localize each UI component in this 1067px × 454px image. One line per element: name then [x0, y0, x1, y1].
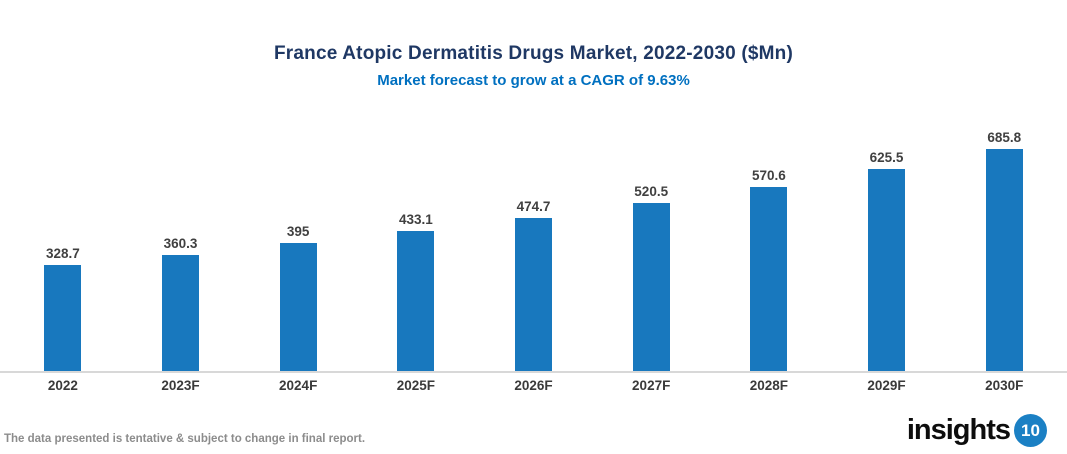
bar	[397, 231, 435, 371]
x-axis-label: 2026F	[514, 378, 553, 393]
x-axis-label: 2029F	[867, 378, 906, 393]
bar-slot: 433.1	[357, 212, 475, 371]
bar	[162, 255, 199, 371]
brand-logo-badge-icon: 10	[1014, 414, 1047, 447]
brand-logo: insights 10	[907, 414, 1047, 447]
bar-value-label: 520.5	[634, 184, 669, 199]
bar	[515, 218, 553, 371]
bar-slot: 360.3	[122, 236, 240, 371]
bar-value-label: 328.7	[45, 246, 80, 261]
bar-slot: 520.5	[592, 184, 710, 371]
x-axis-label: 2023F	[161, 378, 200, 393]
chart-title: France Atopic Dermatitis Drugs Market, 2…	[273, 43, 794, 64]
bar-value-label: 474.7	[516, 199, 551, 214]
bar-value-label: 360.3	[163, 236, 198, 251]
bar-value-label: 433.1	[398, 212, 433, 227]
bar-slot: 625.5	[828, 150, 946, 371]
bar	[868, 169, 906, 371]
bar	[44, 265, 82, 371]
x-axis-label: 2022	[47, 378, 78, 393]
bar-value-label: 395	[286, 224, 310, 239]
bar-slot: 570.6	[710, 168, 828, 371]
bar-value-label: 570.6	[751, 168, 786, 183]
x-axis-label: 2025F	[396, 378, 435, 393]
x-axis: 2022 2023F 2024F 2025F 2026F 2027F 2028F 2029F 2…	[0, 378, 1067, 393]
bar-slot: 395	[239, 224, 357, 371]
x-axis-label: 2028F	[749, 378, 788, 393]
brand-logo-text: insights	[906, 414, 1011, 446]
bar	[985, 149, 1023, 371]
bar-slot: 685.8	[945, 130, 1063, 371]
bar	[279, 243, 317, 371]
bar-slot: 328.7	[4, 246, 122, 371]
bar-slot: 474.7	[475, 199, 593, 371]
plot-area: 328.7 360.3 395 433.1 474.7 520.5 570.6 625.5 68…	[0, 95, 1067, 373]
footer-disclaimer: The data presented is tentative & subjec…	[4, 433, 366, 445]
bar	[632, 203, 670, 371]
x-axis-label: 2027F	[632, 378, 671, 393]
bar-value-label: 625.5	[869, 150, 904, 165]
x-axis-label: 2030F	[985, 378, 1024, 393]
chart-subtitle: Market forecast to grow at a CAGR of 9.6…	[377, 72, 690, 89]
bar	[750, 187, 788, 371]
x-axis-label: 2024F	[279, 378, 318, 393]
bar-value-label: 685.8	[987, 130, 1022, 145]
